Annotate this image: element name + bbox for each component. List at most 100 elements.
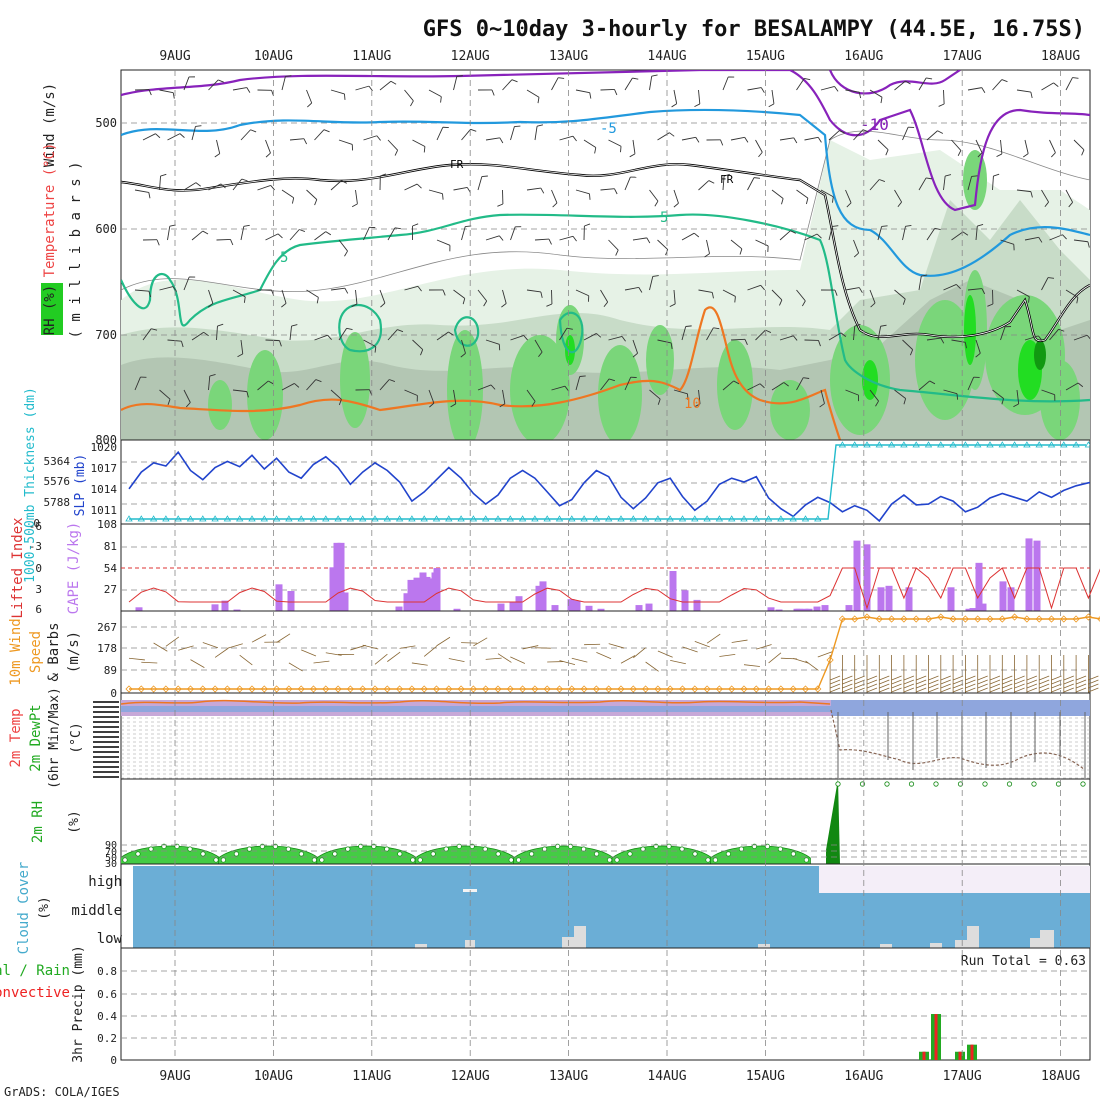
surface-barb xyxy=(178,645,194,651)
wind-barb xyxy=(755,139,763,153)
wind-barb xyxy=(820,389,825,404)
wind-barb-flag xyxy=(1001,398,1005,405)
rh2m-marker xyxy=(933,781,939,787)
thickness-marker xyxy=(703,515,711,522)
upper-tick-500: 500 xyxy=(95,116,117,130)
surface-barb xyxy=(190,659,205,668)
cape-bar xyxy=(341,592,349,611)
wind-speed-marker xyxy=(851,615,859,623)
rh2m-marker xyxy=(835,781,841,787)
wind-barb xyxy=(485,235,500,241)
wind-speed-marker xyxy=(285,685,293,693)
wind-barb-flag xyxy=(708,180,715,184)
wind-barb xyxy=(216,239,231,241)
wind-speed-marker xyxy=(654,685,662,693)
wind-barb xyxy=(575,376,581,391)
wind-speed-marker xyxy=(801,685,810,693)
wind-speed-marker xyxy=(506,685,514,693)
wind-barb-flag xyxy=(462,298,466,305)
wind-barb-flag xyxy=(410,100,414,107)
x-tick-bottom: 17AUG xyxy=(943,1069,982,1084)
wind-barb-flag xyxy=(880,97,883,104)
wind-barb-flag xyxy=(351,203,358,208)
wind-barb xyxy=(355,85,370,91)
rh2m-marker xyxy=(384,846,390,852)
rh2m-marker xyxy=(581,846,587,852)
upper-tick-600: 600 xyxy=(95,222,117,236)
surface-wind-barbs xyxy=(128,633,1099,693)
wind-barb xyxy=(804,233,818,241)
surface-barb-flag xyxy=(1063,683,1074,689)
wind-barb-flag xyxy=(790,230,796,234)
wind-barb xyxy=(314,129,325,141)
wind-barb-flag xyxy=(450,403,457,408)
cape-bar xyxy=(407,579,415,611)
upper-panel: -5 -10 FR FR 5 5 10 500 600 700 800 Wind… xyxy=(41,69,1091,447)
precip-conv-bar xyxy=(958,1051,962,1060)
rh2m-marker xyxy=(705,857,711,863)
wind-barb-flag xyxy=(243,224,250,227)
rh2m-marker xyxy=(957,781,964,787)
wind-barb-flag xyxy=(956,393,959,400)
upper-ylabel-mb: ( m i l l i b a r s ) xyxy=(68,161,84,338)
day-gridlines xyxy=(174,70,1061,1060)
wind-speed-marker xyxy=(974,615,982,623)
cape-bar xyxy=(535,585,543,611)
wind-barb xyxy=(363,227,370,241)
wind-barb-flag xyxy=(265,152,271,158)
surface-barb xyxy=(399,645,416,649)
wind-barb xyxy=(216,326,218,341)
surface-barb-flag xyxy=(1039,683,1050,689)
wind-speed-marker xyxy=(432,685,441,693)
wind-barb xyxy=(828,130,840,141)
wind-barb xyxy=(526,389,536,402)
wind-barb-flag xyxy=(977,152,983,158)
wind-barb xyxy=(779,137,794,141)
wind-barb xyxy=(281,383,295,391)
surface-barb-flag xyxy=(1002,675,1013,681)
wind-barb-flag xyxy=(442,193,444,200)
wind-barb-flag xyxy=(819,403,825,408)
surface-barb-flag xyxy=(1075,675,1087,681)
x-tick-top: 13AUG xyxy=(549,49,588,64)
surface-barb-flag xyxy=(879,683,890,689)
wind-barb-flag xyxy=(376,135,381,141)
wind-barb xyxy=(698,180,710,191)
wind-barb-flag xyxy=(483,300,488,307)
wind-speed-marker xyxy=(814,685,822,693)
cape-bar xyxy=(999,581,1007,611)
wind-barb xyxy=(216,139,221,154)
wind-barb xyxy=(926,337,941,341)
wind-barb-flag xyxy=(537,97,540,104)
wind-barb xyxy=(967,377,975,391)
wind-barb-flag xyxy=(417,286,422,292)
wind-barb-flag xyxy=(834,86,839,92)
wind-barb-flag xyxy=(621,336,626,342)
wind-barb-flag xyxy=(817,137,822,143)
wind-barb-flag xyxy=(694,403,701,408)
thickness-marker xyxy=(260,515,269,522)
wind-barb xyxy=(1073,239,1088,243)
wind-barb xyxy=(387,139,398,151)
wind-barb xyxy=(559,327,568,341)
wind-barb-flag xyxy=(230,239,234,246)
contour-label-plus5-1: 5 xyxy=(660,210,668,226)
cape-bar xyxy=(767,607,775,611)
wind-barb-flag xyxy=(669,132,675,137)
surface-barb-flag xyxy=(829,675,841,681)
surface-barb-flag xyxy=(1026,687,1038,693)
rh2m-marker xyxy=(607,857,613,863)
cape-bar xyxy=(805,608,813,611)
surface-barb-flag xyxy=(928,687,939,693)
thickness-marker xyxy=(1084,441,1090,448)
surface-barb-flag xyxy=(952,679,964,685)
rh2m-ylabel: 2m RH xyxy=(30,801,46,843)
surface-barb-flag xyxy=(829,679,841,685)
wind-barb-flag xyxy=(753,177,761,179)
rh2m-marker xyxy=(319,857,325,863)
rh2m-marker xyxy=(430,851,436,857)
cape-panel: 81 54 27 -6 -3 0 3 6 Lifted Index CAPE (… xyxy=(10,517,1100,619)
wind-barb xyxy=(387,227,396,241)
surface-barb xyxy=(153,642,168,652)
wind-barb xyxy=(208,376,211,391)
